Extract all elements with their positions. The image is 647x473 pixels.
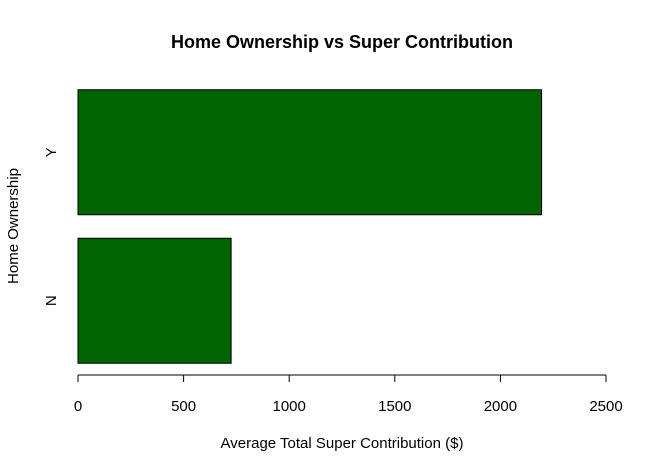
y-tick-labels-group: NY	[43, 147, 60, 306]
x-axis-label: Average Total Super Contribution ($)	[221, 435, 464, 452]
bar-n	[77, 237, 232, 364]
y-tick-label-y: Y	[43, 147, 60, 157]
x-axis: 0 500 1000 1500 2000 2500	[74, 374, 623, 415]
x-tick-label: 500	[171, 398, 196, 415]
x-tick-label: 1000	[273, 398, 306, 415]
y-axis-label: Home Ownership	[5, 168, 22, 284]
x-tick-label: 2500	[589, 398, 622, 415]
y-tick-label-n: N	[43, 295, 60, 306]
x-tick-label: 2000	[484, 398, 517, 415]
chart-title: Home Ownership vs Super Contribution	[171, 32, 513, 52]
x-tick-label: 0	[74, 398, 82, 415]
bar-y	[77, 89, 543, 216]
bars-group	[77, 89, 543, 364]
x-tick-label: 1500	[378, 398, 411, 415]
